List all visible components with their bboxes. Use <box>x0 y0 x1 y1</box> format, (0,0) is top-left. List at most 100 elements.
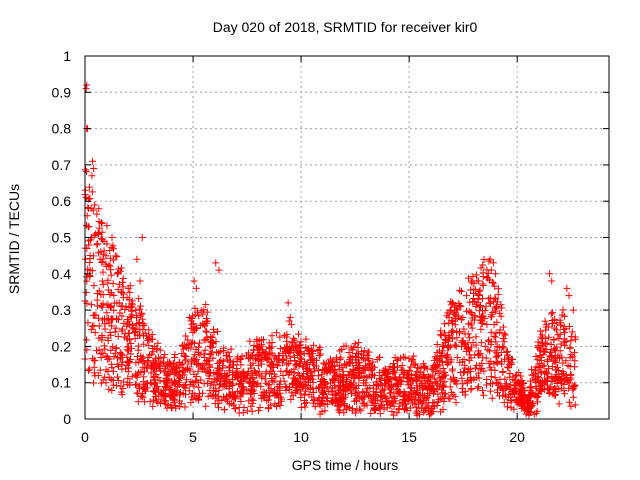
data-point <box>315 383 323 391</box>
data-point <box>172 404 180 412</box>
data-point <box>388 407 396 415</box>
data-point <box>501 355 509 363</box>
data-point <box>116 309 124 317</box>
data-point <box>339 382 347 390</box>
data-point <box>257 382 265 390</box>
data-point <box>529 371 537 379</box>
data-point <box>240 373 248 381</box>
data-point <box>229 380 237 388</box>
data-point <box>509 376 517 384</box>
data-point <box>444 343 452 351</box>
data-point <box>133 373 141 381</box>
data-point <box>268 367 276 375</box>
data-point <box>450 310 458 318</box>
data-point <box>356 405 364 413</box>
data-point <box>566 344 574 352</box>
data-point <box>486 300 494 308</box>
data-point <box>433 341 441 349</box>
data-point <box>246 337 254 345</box>
data-point <box>280 332 288 340</box>
data-point <box>114 373 122 381</box>
data-point <box>117 388 125 396</box>
data-point <box>453 334 461 342</box>
data-point <box>160 368 168 376</box>
data-point <box>345 356 353 364</box>
data-point <box>441 378 449 386</box>
data-point <box>338 398 346 406</box>
data-point <box>175 372 183 380</box>
data-point <box>206 362 214 370</box>
data-point <box>108 387 116 395</box>
data-point <box>235 403 243 411</box>
data-point <box>130 329 138 337</box>
data-point <box>558 311 566 319</box>
data-point <box>239 409 247 417</box>
data-point <box>477 319 485 327</box>
data-point <box>504 363 512 371</box>
data-point <box>128 297 136 305</box>
data-point <box>318 376 326 384</box>
data-point <box>554 363 562 371</box>
data-point <box>561 329 569 337</box>
data-point <box>503 347 511 355</box>
data-point <box>288 380 296 388</box>
data-point <box>255 355 263 363</box>
data-point <box>194 367 202 375</box>
data-point <box>563 378 571 386</box>
data-point <box>399 393 407 401</box>
data-point <box>544 386 552 394</box>
data-point <box>248 407 256 415</box>
data-point <box>552 390 560 398</box>
data-point <box>178 371 186 379</box>
data-point <box>132 372 140 380</box>
data-point <box>165 386 173 394</box>
data-point <box>156 377 164 385</box>
data-point <box>531 392 539 400</box>
data-point <box>140 380 148 388</box>
data-point <box>497 312 505 320</box>
data-point <box>128 373 136 381</box>
data-point <box>491 347 499 355</box>
data-point <box>491 303 499 311</box>
data-point <box>306 365 314 373</box>
data-point <box>404 381 412 389</box>
data-point <box>348 369 356 377</box>
data-point <box>110 306 118 314</box>
data-point <box>492 358 500 366</box>
data-point <box>228 382 236 390</box>
data-point <box>363 373 371 381</box>
data-point <box>501 331 509 339</box>
data-point <box>120 333 128 341</box>
data-point <box>464 274 472 282</box>
data-point <box>98 259 106 267</box>
data-point <box>547 310 555 318</box>
data-point <box>284 299 292 307</box>
data-point <box>98 228 106 236</box>
data-point <box>369 371 377 379</box>
data-point <box>191 304 199 312</box>
data-point <box>111 328 119 336</box>
data-point <box>334 377 342 385</box>
data-point <box>125 358 133 366</box>
data-point <box>128 324 136 332</box>
data-point <box>483 273 491 281</box>
data-point <box>482 354 490 362</box>
data-point <box>460 342 468 350</box>
data-point <box>268 349 276 357</box>
data-point <box>128 307 136 315</box>
data-point <box>527 383 535 391</box>
data-point <box>426 408 434 416</box>
data-point <box>277 393 285 401</box>
data-point <box>413 384 421 392</box>
data-point <box>365 391 373 399</box>
data-point <box>470 375 478 383</box>
data-point <box>533 356 541 364</box>
data-point <box>234 372 242 380</box>
data-point <box>498 304 506 312</box>
data-point <box>233 367 241 375</box>
data-point <box>99 268 107 276</box>
data-point <box>555 372 563 380</box>
data-point <box>136 305 144 313</box>
data-point <box>285 371 293 379</box>
